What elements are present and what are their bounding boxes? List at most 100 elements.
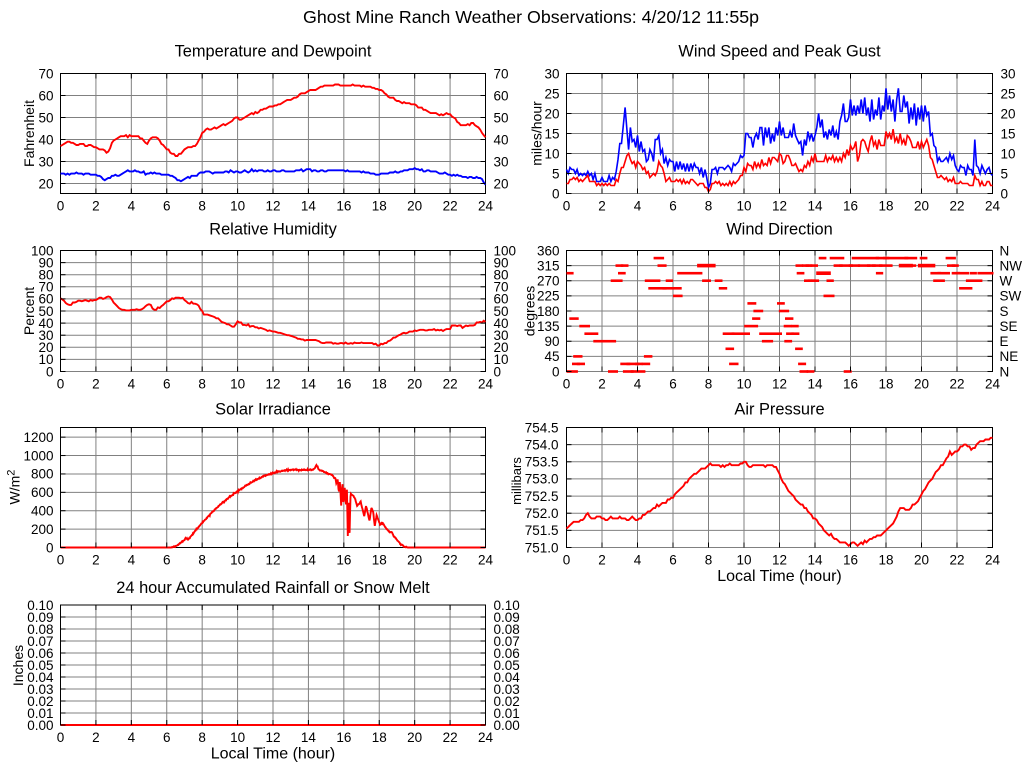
svg-text:30: 30 [38, 328, 53, 343]
svg-text:0: 0 [552, 186, 560, 201]
svg-text:10: 10 [494, 352, 509, 367]
svg-text:20: 20 [494, 176, 509, 191]
svg-text:6: 6 [163, 553, 171, 568]
svg-text:70: 70 [38, 280, 53, 295]
svg-text:14: 14 [301, 199, 317, 214]
svg-text:45: 45 [544, 349, 559, 364]
svg-text:751.5: 751.5 [525, 523, 559, 538]
svg-text:8: 8 [198, 730, 206, 745]
svg-text:22: 22 [443, 199, 458, 214]
svg-text:2: 2 [598, 377, 606, 392]
svg-text:2: 2 [598, 199, 606, 214]
svg-text:20: 20 [407, 377, 422, 392]
svg-text:40: 40 [38, 132, 53, 147]
svg-text:90: 90 [544, 334, 559, 349]
svg-text:0: 0 [494, 364, 502, 379]
svg-text:Air Pressure: Air Pressure [734, 401, 824, 419]
svg-text:270: 270 [537, 274, 560, 289]
svg-text:24: 24 [985, 377, 1001, 392]
svg-text:752.5: 752.5 [525, 489, 559, 504]
svg-text:15: 15 [544, 126, 559, 141]
svg-text:Inches: Inches [10, 645, 26, 686]
svg-text:0.02: 0.02 [494, 694, 520, 709]
svg-text:6: 6 [669, 553, 677, 568]
svg-text:60: 60 [494, 88, 509, 103]
svg-text:12: 12 [265, 730, 280, 745]
svg-text:6: 6 [669, 199, 677, 214]
svg-text:40: 40 [494, 132, 509, 147]
svg-text:18: 18 [372, 377, 387, 392]
svg-text:70: 70 [494, 66, 509, 81]
svg-text:20: 20 [1001, 106, 1016, 121]
svg-text:10: 10 [1001, 146, 1016, 161]
svg-text:0: 0 [57, 377, 65, 392]
svg-text:6: 6 [669, 377, 677, 392]
svg-text:30: 30 [544, 66, 559, 81]
svg-text:2: 2 [92, 377, 100, 392]
svg-text:0.01: 0.01 [494, 706, 520, 721]
svg-text:18: 18 [878, 199, 893, 214]
svg-text:0: 0 [563, 377, 571, 392]
svg-text:80: 80 [38, 268, 53, 283]
svg-text:24: 24 [478, 377, 494, 392]
svg-text:8: 8 [198, 553, 206, 568]
svg-text:100: 100 [494, 243, 517, 258]
svg-text:753.0: 753.0 [525, 472, 559, 487]
svg-text:14: 14 [807, 199, 823, 214]
svg-text:0.07: 0.07 [27, 634, 53, 649]
svg-text:20: 20 [494, 340, 509, 355]
svg-text:600: 600 [31, 485, 54, 500]
svg-text:14: 14 [301, 730, 317, 745]
svg-text:50: 50 [494, 110, 509, 125]
svg-text:22: 22 [949, 199, 964, 214]
svg-text:8: 8 [198, 377, 206, 392]
svg-text:12: 12 [265, 199, 280, 214]
svg-text:24: 24 [985, 199, 1001, 214]
svg-text:Relative Humidity: Relative Humidity [209, 221, 337, 239]
svg-text:30: 30 [1001, 66, 1016, 81]
svg-text:0.06: 0.06 [494, 646, 520, 661]
svg-text:8: 8 [198, 199, 206, 214]
svg-text:Local Time (hour): Local Time (hour) [717, 568, 842, 585]
svg-text:20: 20 [407, 730, 422, 745]
svg-text:20: 20 [914, 553, 929, 568]
svg-text:22: 22 [949, 377, 964, 392]
svg-text:16: 16 [336, 377, 351, 392]
svg-text:753.5: 753.5 [525, 455, 559, 470]
svg-text:25: 25 [544, 86, 559, 101]
svg-text:25: 25 [1001, 86, 1016, 101]
svg-text:SW: SW [1000, 289, 1022, 304]
svg-text:2: 2 [92, 199, 100, 214]
svg-text:30: 30 [38, 154, 53, 169]
svg-text:0: 0 [1001, 186, 1009, 201]
svg-text:18: 18 [372, 730, 387, 745]
svg-text:14: 14 [807, 553, 823, 568]
svg-text:10: 10 [230, 199, 245, 214]
svg-text:12: 12 [772, 553, 787, 568]
svg-text:22: 22 [443, 730, 458, 745]
svg-text:12: 12 [772, 199, 787, 214]
svg-text:24: 24 [478, 199, 494, 214]
svg-text:0.08: 0.08 [27, 622, 53, 637]
svg-text:2: 2 [598, 553, 606, 568]
svg-text:Local Time (hour): Local Time (hour) [211, 746, 336, 763]
svg-text:NE: NE [1000, 349, 1019, 364]
svg-text:8: 8 [705, 377, 713, 392]
svg-text:N: N [1000, 243, 1010, 258]
svg-text:10: 10 [230, 553, 245, 568]
svg-text:0: 0 [57, 553, 65, 568]
svg-text:2: 2 [92, 553, 100, 568]
svg-text:Fahrenheit: Fahrenheit [21, 100, 37, 167]
svg-text:22: 22 [443, 553, 458, 568]
svg-text:4: 4 [634, 199, 642, 214]
svg-text:200: 200 [31, 522, 54, 537]
svg-text:18: 18 [372, 199, 387, 214]
svg-text:0.02: 0.02 [27, 694, 53, 709]
svg-text:20: 20 [38, 340, 53, 355]
svg-text:18: 18 [878, 553, 893, 568]
svg-text:10: 10 [230, 377, 245, 392]
svg-text:70: 70 [38, 66, 53, 81]
svg-text:16: 16 [336, 553, 351, 568]
svg-text:8: 8 [705, 553, 713, 568]
svg-text:400: 400 [31, 504, 54, 519]
